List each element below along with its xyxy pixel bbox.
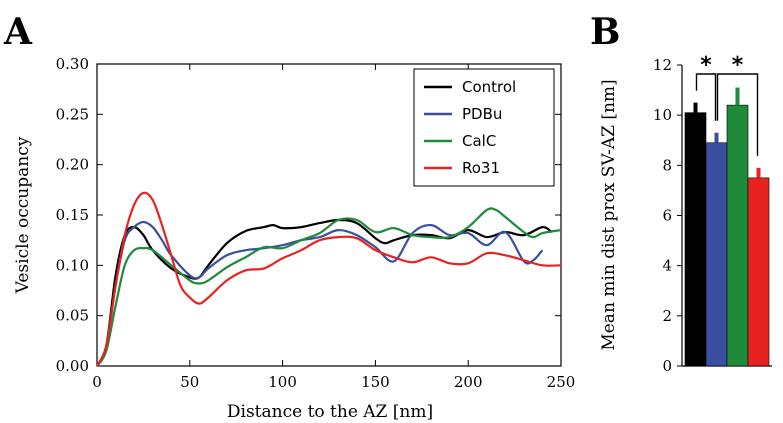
panel-a-letter: A xyxy=(3,11,33,53)
series-line-ro31 xyxy=(95,191,562,367)
bar-ro31 xyxy=(747,177,770,367)
x-tick-label: 200 xyxy=(454,373,483,391)
bar-pdbu xyxy=(705,142,728,367)
legend-label-control: Control xyxy=(462,78,516,96)
panel-b-letter: B xyxy=(590,11,620,53)
legend-box xyxy=(413,68,555,187)
series-line-control xyxy=(95,218,553,367)
panel-b-ylabel: Mean min dist prox SV-AZ [nm] xyxy=(599,79,619,350)
significance-bracket xyxy=(695,73,717,121)
significance-bracket xyxy=(716,73,759,156)
panel-a-legend: Control PDBu CalC Ro31 xyxy=(413,68,555,187)
y-tick-label: 8 xyxy=(662,156,672,174)
y-tick-label: 2 xyxy=(662,307,672,325)
panel-a: A 0 50 100 150 200 250 0.00 0.05 0.10 0.15 0.20 0.2… xyxy=(3,11,575,422)
x-tick-label: 150 xyxy=(361,373,390,391)
x-tick-label: 250 xyxy=(547,373,576,391)
y-tick-label: 0.05 xyxy=(56,307,89,325)
panel-b-axes: 0 2 4 6 8 10 12 xyxy=(653,56,772,375)
y-tick-label: 0.15 xyxy=(56,206,89,224)
legend-label-calc: CalC xyxy=(462,132,496,150)
x-tick-label: 50 xyxy=(180,373,199,391)
panel-a-ylabel: Vesicle occupancy xyxy=(13,136,33,294)
series-line-calc xyxy=(96,207,562,367)
significance-star: * xyxy=(700,53,712,78)
panel-a-axes: 0 50 100 150 200 250 0.00 0.05 0.10 0.15 0.20 0.25 0… xyxy=(56,55,576,391)
series-line-pdbu xyxy=(95,220,544,367)
panel-a-series-lines xyxy=(95,191,562,367)
y-tick-label: 6 xyxy=(662,207,672,225)
y-tick-label: 4 xyxy=(662,257,672,275)
y-tick-label: 12 xyxy=(653,56,672,74)
bar-calc xyxy=(726,104,749,367)
x-tick-label: 100 xyxy=(268,373,297,391)
legend-label-ro31: Ro31 xyxy=(462,159,500,177)
y-tick-label: 0.00 xyxy=(56,357,89,375)
legend-label-pdbu: PDBu xyxy=(462,105,502,123)
bar-control xyxy=(684,112,707,367)
y-tick-label: 0.20 xyxy=(56,156,89,174)
y-tick-label: 0 xyxy=(662,357,672,375)
panel-b-significance: * * xyxy=(695,53,759,156)
y-tick-label: 0.25 xyxy=(56,105,89,123)
panel-b-bars xyxy=(684,87,770,367)
y-tick-label: 10 xyxy=(653,106,672,124)
y-tick-label: 0.10 xyxy=(56,256,89,274)
significance-star: * xyxy=(732,53,744,78)
x-tick-label: 0 xyxy=(92,373,102,391)
y-tick-label: 0.30 xyxy=(56,55,89,73)
panel-a-xlabel: Distance to the AZ [nm] xyxy=(227,402,433,422)
